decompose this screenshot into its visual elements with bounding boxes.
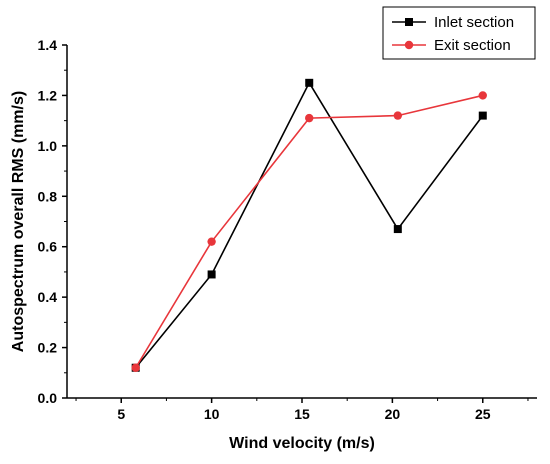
plot-area: 5 10 15 20 25 0.0 0.2 0.4 0.6 0.8 1.0 1.2 1.4 bbox=[38, 37, 537, 422]
x-tick-label: 25 bbox=[475, 406, 491, 422]
legend-items: Inlet section Exit section bbox=[392, 14, 514, 54]
y-tick-label: 0.0 bbox=[38, 390, 58, 406]
x-tick-label: 15 bbox=[294, 406, 310, 422]
data-point-circle bbox=[478, 91, 487, 100]
x-tick-label: 5 bbox=[117, 406, 125, 422]
data-point-square bbox=[393, 225, 402, 234]
y-tick-label: 1.2 bbox=[38, 87, 58, 103]
data-point-square bbox=[478, 111, 487, 120]
x-tick-label: 20 bbox=[385, 406, 401, 422]
legend-marker-square bbox=[405, 18, 413, 26]
series-line bbox=[135, 81, 484, 369]
y-tick-label: 0.2 bbox=[38, 340, 58, 356]
y-tick-label: 0.4 bbox=[38, 289, 58, 305]
series-line bbox=[135, 94, 483, 369]
data-point-circle bbox=[393, 111, 403, 120]
y-ticks: 0.0 0.2 0.4 0.6 0.8 1.0 1.2 1.4 bbox=[38, 37, 67, 406]
legend-marker-circle bbox=[404, 40, 414, 50]
legend-label: Inlet section bbox=[434, 14, 514, 31]
legend-box bbox=[382, 6, 536, 60]
series-layer bbox=[131, 78, 487, 372]
y-tick-label: 1.0 bbox=[38, 138, 58, 154]
x-axis-title: Wind velocity (m/s) bbox=[229, 435, 375, 452]
data-point-circle bbox=[305, 113, 314, 123]
legend: Inlet section Exit section bbox=[382, 6, 536, 60]
x-ticks: 5 10 15 20 25 bbox=[75, 398, 529, 422]
data-point-square bbox=[207, 270, 216, 279]
data-point-circle bbox=[207, 237, 216, 246]
data-point-square bbox=[305, 78, 314, 87]
y-tick-label: 0.8 bbox=[38, 188, 58, 204]
y-tick-label: 1.4 bbox=[38, 37, 58, 53]
y-axis-title: Autospectrum overall RMS (mm/s) bbox=[10, 91, 27, 352]
data-point-circle bbox=[131, 363, 140, 372]
legend-label: Exit section bbox=[434, 37, 511, 54]
x-tick-label: 10 bbox=[204, 406, 220, 422]
y-tick-label: 0.6 bbox=[38, 239, 58, 255]
